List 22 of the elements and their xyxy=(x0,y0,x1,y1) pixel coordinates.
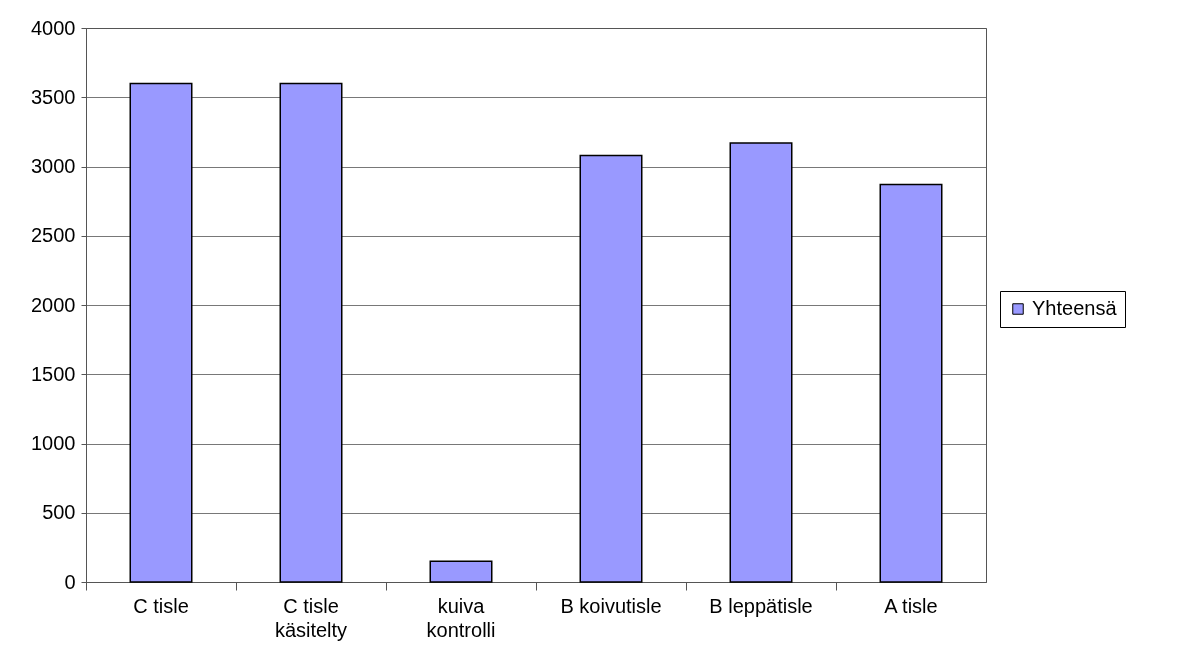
y-tick-label: 1000 xyxy=(31,432,76,454)
bar xyxy=(579,154,643,583)
y-tick-label: 2500 xyxy=(31,224,76,247)
y-tick-label: 3500 xyxy=(31,85,76,108)
x-tick-label: C tisle käsitelty xyxy=(274,594,348,641)
y-tick-label: 500 xyxy=(42,501,76,524)
x-tick-label: B koivutisle xyxy=(560,594,662,617)
x-tick-label: B leppätisle xyxy=(709,594,813,617)
x-tick-label: C tisle xyxy=(133,594,189,617)
bar xyxy=(129,82,193,583)
y-tick-label: 4000 xyxy=(31,16,76,39)
bar xyxy=(429,560,493,583)
legend-label: Yhteensä xyxy=(1032,297,1118,319)
bar xyxy=(729,142,793,583)
bar xyxy=(279,82,343,583)
x-tick-label: kuiva kontrolli xyxy=(426,594,496,641)
bar xyxy=(879,183,943,583)
x-tick-label: A tisle xyxy=(884,594,938,617)
y-tick-label: 1500 xyxy=(31,362,76,385)
y-tick-label: 0 xyxy=(64,570,76,593)
y-tick-label: 3000 xyxy=(31,155,76,177)
y-tick-label: 2000 xyxy=(31,293,76,316)
